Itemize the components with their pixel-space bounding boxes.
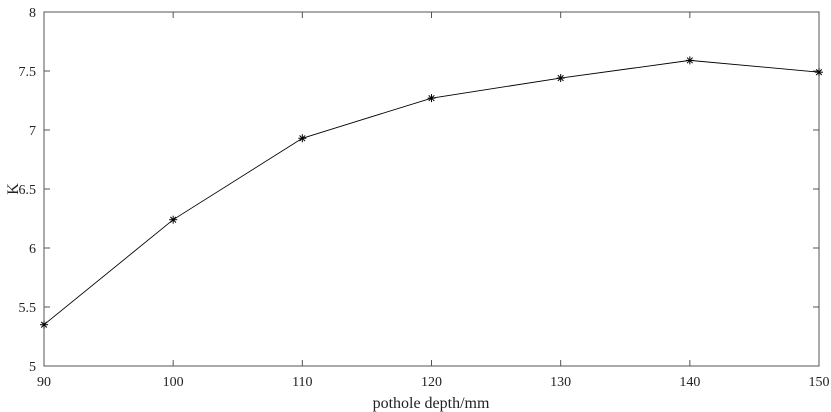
x-tick-label: 100 (163, 375, 184, 390)
x-tick-label: 150 (809, 375, 830, 390)
x-tick-label: 130 (550, 375, 571, 390)
y-axis: 5 5.5 6 6.5 7 7.5 8 (19, 6, 819, 375)
y-axis-label: K (5, 183, 22, 195)
y-tick-label: 5.5 (19, 301, 37, 316)
x-tick-label: 140 (679, 375, 700, 390)
x-tick-label: 120 (421, 375, 442, 390)
x-axis: 90 100 110 120 130 140 150 (37, 12, 830, 390)
y-tick-label: 7 (29, 124, 36, 139)
y-tick-label: 5 (29, 360, 36, 375)
x-axis-label: pothole depth/mm (373, 395, 490, 412)
data-point-marker (169, 215, 178, 224)
plot-area (43, 11, 820, 367)
y-tick-label: 6.5 (19, 183, 37, 198)
series-layer (40, 56, 823, 329)
y-tick-label: 8 (29, 6, 36, 21)
data-point-marker (556, 74, 565, 83)
data-point-marker (427, 94, 436, 103)
data-point-marker (685, 56, 694, 65)
data-point-marker (298, 134, 307, 143)
data-point-marker (815, 68, 823, 77)
x-tick-label: 110 (292, 375, 312, 390)
y-tick-label: 7.5 (19, 65, 37, 80)
x-tick-label: 90 (37, 375, 51, 390)
data-point-marker (40, 320, 48, 329)
y-tick-label: 6 (29, 242, 36, 257)
